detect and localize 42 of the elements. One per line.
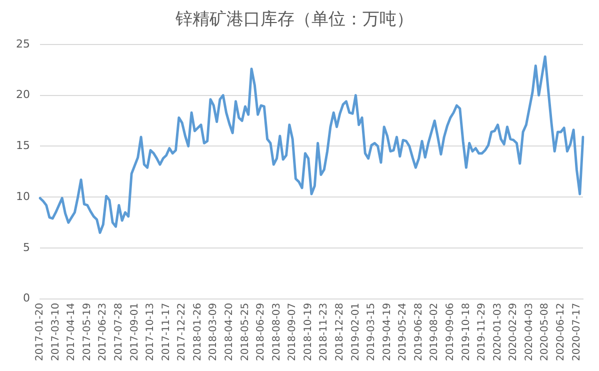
x-tick-label: 2018-12-28 — [334, 302, 346, 362]
x-tick-label: 2020-04-03 — [524, 302, 535, 362]
x-tick-label: 2017-11-17 — [160, 302, 172, 362]
y-tick-label: 0 — [22, 292, 30, 305]
x-tick-label: 2017-09-01 — [129, 302, 140, 362]
x-tick-label: 2017-04-14 — [66, 302, 78, 362]
x-tick-label: 2019-08-02 — [429, 302, 440, 362]
x-tick-label: 2017-07-28 — [114, 302, 125, 362]
x-tick-label: 2017-06-23 — [98, 302, 109, 362]
x-tick-label: 2018-11-23 — [318, 302, 330, 362]
x-tick-label: 2018-09-07 — [287, 302, 298, 362]
x-tick-label: 2019-11-29 — [476, 302, 488, 362]
y-tick-label: 25 — [16, 37, 30, 50]
x-tick-label: 2018-05-25 — [240, 302, 251, 362]
x-tick-label: 2020-07-17 — [571, 302, 582, 362]
x-tick-label: 2019-04-19 — [382, 302, 393, 362]
x-tick-label: 2018-04-20 — [224, 302, 236, 362]
x-tick-label: 2020-05-08 — [540, 302, 551, 362]
x-tick-label: 2019-02-01 — [350, 302, 362, 362]
x-tick-label: 2019-05-24 — [398, 302, 409, 362]
y-tick-label: 10 — [16, 190, 30, 203]
x-tick-label: 2020-01-03 — [492, 302, 504, 362]
x-tick-label: 2018-03-09 — [208, 302, 220, 362]
chart-title: 锌精矿港口库存（单位：万吨） — [174, 10, 414, 30]
x-tick-label: 2019-09-06 — [445, 302, 456, 362]
x-tick-label: 2018-01-26 — [192, 302, 204, 362]
x-tick-label: 2017-05-19 — [82, 302, 93, 362]
y-tick-label: 5 — [22, 240, 30, 254]
x-tick-label: 2017-10-13 — [145, 302, 156, 362]
x-tick-label: 2018-10-19 — [302, 302, 314, 362]
x-tick-label: 2017-01-20 — [34, 302, 46, 362]
x-tick-label: 2020-06-12 — [555, 302, 566, 362]
x-tick-label: 2019-10-18 — [460, 302, 472, 362]
y-tick-label: 20 — [16, 88, 30, 102]
x-tick-label: 2017-03-10 — [50, 302, 62, 362]
x-tick-label: 2018-08-03 — [271, 302, 282, 362]
x-tick-label: 2019-06-28 — [413, 302, 424, 362]
x-tick-label: 2019-03-15 — [366, 302, 378, 362]
y-tick-label: 15 — [16, 139, 30, 152]
x-tick-label: 2018-06-29 — [256, 302, 267, 362]
x-tick-label: 2020-02-29 — [508, 302, 520, 362]
x-tick-label: 2017-12-22 — [176, 302, 188, 362]
